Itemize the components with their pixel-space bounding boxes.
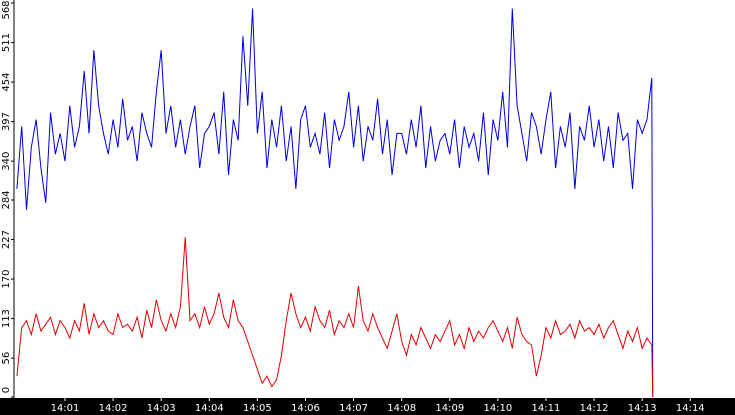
x-tick-label: 14:04: [195, 403, 224, 414]
y-tick-label: 568: [1, 0, 12, 19]
x-tick-label: 14:12: [580, 403, 609, 414]
x-axis-band: [0, 398, 735, 415]
x-tick-label: 14:07: [339, 403, 368, 414]
y-tick-label: 340: [1, 152, 12, 171]
x-tick-label: 14:14: [676, 403, 705, 414]
y-tick-label: 397: [1, 112, 12, 131]
x-tick-label: 14:01: [51, 403, 80, 414]
series-line: [16, 8, 654, 398]
y-tick-label: 227: [1, 230, 12, 249]
x-tick-label: 14:13: [628, 403, 657, 414]
x-tick-label: 14:05: [243, 403, 272, 414]
y-tick-label: 113: [1, 309, 12, 328]
y-tick-label: 454: [1, 73, 12, 92]
x-tick-label: 14:03: [147, 403, 176, 414]
y-tick-label: 511: [1, 33, 12, 52]
x-tick-label: 14:11: [532, 403, 561, 414]
x-tick-label: 14:08: [387, 403, 416, 414]
x-tick-label: 14:10: [483, 403, 512, 414]
y-tick-label: 284: [1, 190, 12, 209]
x-tick-label: 14:06: [291, 403, 320, 414]
y-tick-label: 170: [1, 270, 12, 289]
y-tick-label: 56: [1, 352, 12, 365]
series-line: [16, 237, 654, 398]
x-tick-label: 14:09: [435, 403, 464, 414]
y-tick-label: 0: [1, 387, 12, 393]
x-tick-label: 14:02: [99, 403, 128, 414]
